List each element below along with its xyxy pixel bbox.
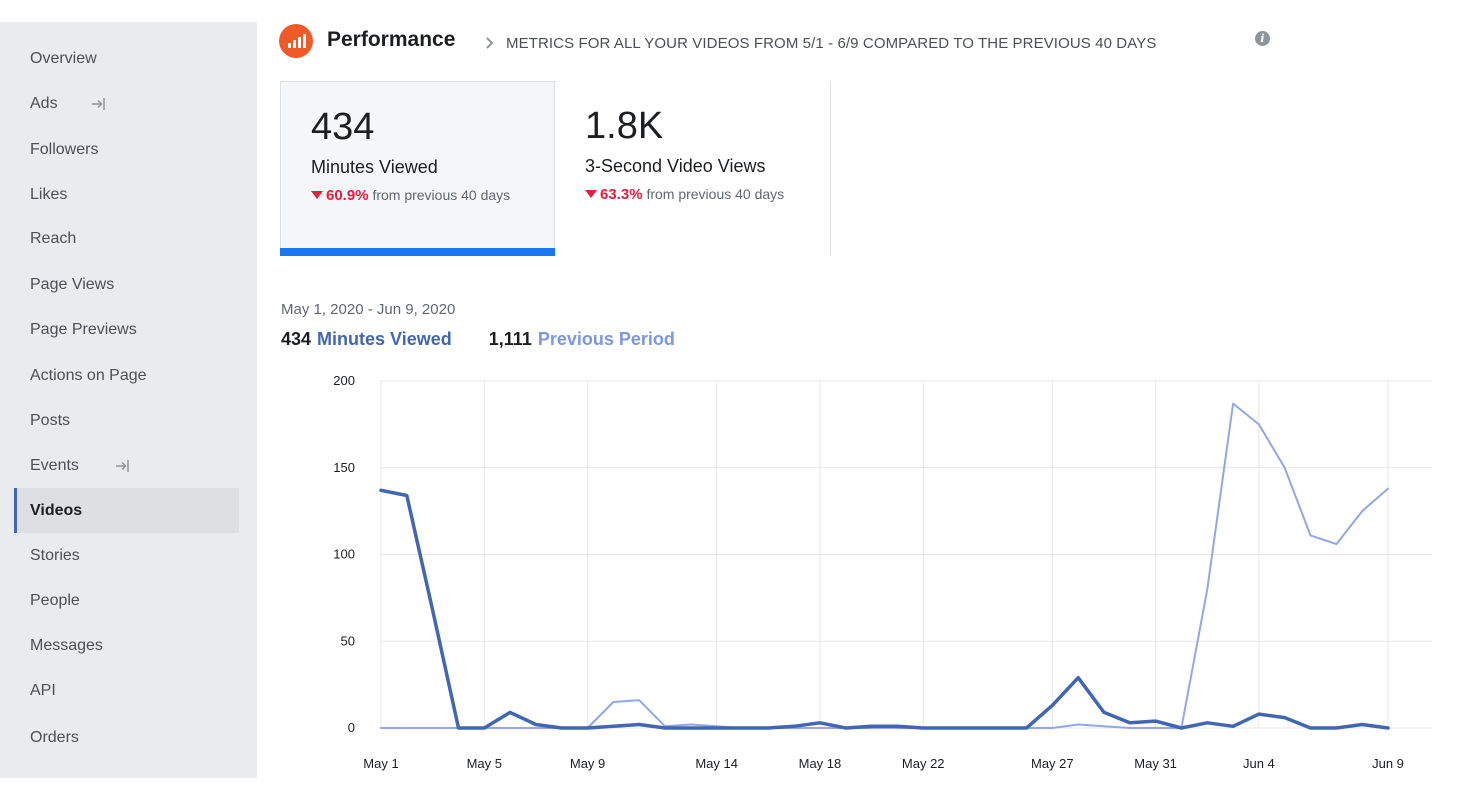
sidebar-item-videos[interactable]: Videos — [14, 488, 239, 533]
external-link-icon — [92, 97, 105, 110]
x-tick-label: May 18 — [799, 756, 842, 771]
sidebar-item-page-views[interactable]: Page Views — [14, 262, 239, 307]
metric-card-minutes-viewed[interactable]: 434 Minutes Viewed 60.9% from previous 4… — [280, 81, 555, 256]
metric-card-3-second-views[interactable]: 1.8K 3-Second Video Views 63.3% from pre… — [555, 81, 831, 256]
x-tick-label: May 31 — [1134, 756, 1177, 771]
chart-legend: 434 Minutes Viewed 1,111 Previous Period — [281, 329, 675, 350]
date-range-label: May 1, 2020 - Jun 9, 2020 — [281, 301, 456, 318]
sidebar-item-followers[interactable]: Followers — [14, 127, 239, 172]
info-icon[interactable]: i — [1255, 31, 1270, 46]
sidebar-item-label: Videos — [30, 501, 83, 519]
sidebar-item-label: Page Previews — [30, 320, 137, 338]
current-total: 434 — [281, 329, 312, 349]
series-line-minutes-viewed — [379, 488, 1390, 730]
sidebar-item-label: Followers — [30, 140, 99, 158]
sidebar-item-label: Messages — [30, 636, 103, 654]
sidebar-item-label: API — [30, 681, 56, 699]
sidebar-item-events[interactable]: Events — [14, 443, 239, 488]
decrease-triangle-icon — [311, 191, 323, 199]
sidebar-item-reach[interactable]: Reach — [14, 216, 239, 261]
x-tick-label: May 5 — [467, 756, 502, 771]
sidebar-item-overview[interactable]: Overview — [14, 36, 239, 81]
y-tick-label: 50 — [341, 633, 355, 648]
y-tick-label: 200 — [333, 373, 355, 388]
sidebar-item-actions-on-page[interactable]: Actions on Page — [14, 353, 239, 398]
legend-current-series[interactable]: Minutes Viewed — [317, 329, 452, 349]
sidebar-item-label: Actions on Page — [30, 366, 147, 384]
x-tick-label: May 22 — [902, 756, 945, 771]
x-tick-label: May 1 — [363, 756, 398, 771]
x-tick-label: May 9 — [570, 756, 605, 771]
selected-indicator — [280, 248, 555, 256]
sidebar-item-ads[interactable]: Ads — [14, 81, 239, 126]
sidebar-item-label: People — [30, 591, 80, 609]
metric-label: Minutes Viewed — [311, 157, 438, 177]
sidebar-item-label: Stories — [30, 546, 80, 564]
metric-change-text: from previous 40 days — [372, 187, 511, 203]
series-line-previous-period — [380, 402, 1389, 729]
previous-total: 1,111 — [488, 329, 532, 349]
decrease-triangle-icon — [585, 190, 597, 198]
metric-change-text: from previous 40 days — [646, 186, 785, 202]
y-tick-label: 0 — [348, 720, 355, 735]
sidebar-item-people[interactable]: People — [14, 578, 239, 623]
sidebar-item-label: Ads — [30, 94, 58, 112]
sidebar-item-label: Reach — [30, 229, 77, 247]
metric-change: 63.3% from previous 40 days — [585, 183, 817, 206]
sidebar-item-api[interactable]: API — [14, 668, 239, 713]
external-link-icon — [116, 459, 129, 472]
metric-change-percent: 60.9% — [326, 187, 369, 204]
sidebar-item-label: Overview — [30, 49, 97, 67]
sidebar-item-likes[interactable]: Likes — [14, 172, 239, 217]
sidebar-item-label: Events — [30, 456, 79, 474]
performance-bars-icon — [279, 24, 313, 58]
chevron-right-icon — [486, 37, 494, 49]
sidebar-item-label: Likes — [30, 185, 68, 203]
sidebar-item-stories[interactable]: Stories — [14, 533, 239, 578]
metric-change-percent: 63.3% — [600, 186, 643, 203]
x-tick-label: May 27 — [1031, 756, 1074, 771]
page-description: METRICS FOR ALL YOUR VIDEOS FROM 5/1 - 6… — [506, 35, 1157, 52]
x-tick-label: Jun 4 — [1243, 756, 1275, 771]
sidebar-item-page-previews[interactable]: Page Previews — [14, 307, 239, 352]
y-tick-label: 100 — [333, 547, 355, 562]
sidebar-item-orders[interactable]: Orders — [14, 715, 239, 760]
sidebar-item-posts[interactable]: Posts — [14, 398, 239, 443]
metric-value: 1.8K — [585, 105, 664, 147]
metric-value: 434 — [311, 106, 375, 148]
sidebar-item-label: Orders — [30, 728, 79, 746]
metric-change: 60.9% from previous 40 days — [311, 184, 543, 207]
y-tick-label: 150 — [333, 460, 355, 475]
sidebar-item-label: Posts — [30, 411, 71, 429]
sidebar-item-messages[interactable]: Messages — [14, 623, 239, 668]
page-title: Performance — [327, 28, 456, 51]
metric-label: 3-Second Video Views — [585, 156, 766, 176]
x-tick-label: May 14 — [695, 756, 738, 771]
sidebar-nav: Overview Ads Followers Likes Reach Page … — [0, 22, 257, 778]
legend-previous-series[interactable]: Previous Period — [537, 329, 675, 349]
sidebar-item-label: Page Views — [30, 275, 115, 293]
x-tick-label: Jun 9 — [1372, 756, 1404, 771]
